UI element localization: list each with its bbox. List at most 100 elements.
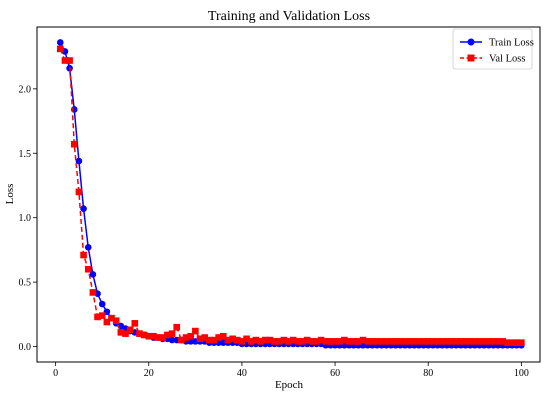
val-loss-point (462, 338, 469, 345)
val-loss-point (94, 313, 101, 321)
val-loss-point (406, 338, 413, 345)
val-loss-point (452, 338, 460, 345)
val-loss-point (103, 318, 111, 326)
val-loss-point (61, 57, 69, 64)
val-loss-point (219, 332, 227, 340)
val-loss-point (266, 336, 274, 344)
val-loss-point (271, 338, 278, 345)
val-loss-point (75, 188, 83, 196)
val-loss-point (229, 335, 236, 343)
val-loss-point (70, 140, 78, 148)
legend-val-label: Val Loss (489, 54, 525, 65)
val-loss-point (294, 338, 302, 345)
legend-train-marker (467, 38, 475, 46)
val-loss-point (233, 336, 241, 344)
val-loss-point (471, 338, 479, 345)
val-loss-point (317, 336, 325, 344)
val-loss-point (448, 338, 455, 345)
val-loss-point (131, 320, 139, 327)
x-tick-label: 0 (53, 368, 58, 379)
val-loss-point (499, 338, 507, 345)
val-loss-point (504, 339, 511, 346)
val-loss-point (383, 338, 390, 345)
y-tick-label: 0.5 (19, 278, 32, 289)
val-loss-point (476, 338, 483, 345)
y-tick-label: 0.0 (19, 342, 32, 353)
x-tick-label: 60 (330, 368, 340, 379)
chart-title: Training and Validation Loss (208, 9, 370, 24)
val-loss-point (341, 336, 348, 344)
val-loss-point (224, 336, 232, 344)
val-loss-point (350, 338, 358, 345)
val-loss-point (168, 330, 176, 337)
val-loss-point (308, 338, 316, 345)
val-loss-point (257, 338, 264, 345)
val-loss-point (252, 336, 260, 344)
val-loss-point (164, 331, 171, 339)
val-loss-point (303, 336, 311, 344)
val-loss-point (243, 335, 250, 343)
val-loss-point (89, 289, 97, 296)
val-loss-point (387, 338, 395, 345)
val-loss-point (438, 338, 446, 345)
val-loss-point (401, 338, 409, 345)
val-loss-point (215, 334, 222, 341)
train-loss-point (80, 205, 87, 212)
val-loss-point (434, 338, 441, 345)
val-loss-point (466, 338, 474, 345)
val-loss-point (396, 338, 404, 345)
plot-area: 0 20 40 60 80 100 0.0 0.5 1.0 1.5 2.0 (19, 26, 541, 379)
val-loss-point (117, 329, 125, 336)
val-loss-point (415, 338, 423, 345)
val-loss-point (178, 336, 185, 344)
plot-frame (36, 26, 541, 363)
y-tick-label: 1.0 (19, 213, 32, 224)
val-loss-point (280, 336, 288, 344)
val-loss-point (378, 338, 385, 345)
val-loss-point (327, 338, 334, 345)
val-loss-point (192, 327, 199, 335)
val-loss-point (322, 338, 330, 345)
train-loss-point (75, 157, 83, 165)
val-loss-point (126, 326, 134, 334)
val-loss-point (206, 336, 213, 344)
val-loss-point (210, 336, 218, 344)
val-loss-point (154, 334, 162, 341)
y-tick-label: 2.0 (19, 84, 32, 95)
val-loss-point (261, 336, 269, 344)
val-loss-point (84, 265, 92, 273)
train-loss-point (168, 336, 176, 344)
val-loss-point (313, 338, 320, 345)
val-loss-point (136, 330, 143, 337)
val-loss-point (66, 57, 73, 64)
val-loss-point (182, 334, 190, 341)
val-loss-point (98, 312, 106, 319)
val-loss-point (494, 338, 502, 345)
y-tick-label: 1.5 (19, 149, 32, 160)
val-loss-point (159, 334, 167, 341)
x-tick-label: 80 (423, 368, 433, 379)
val-loss-point (285, 338, 292, 345)
val-loss-point (275, 338, 283, 345)
train-loss-point (89, 271, 97, 278)
legend: Train Loss Val Loss (452, 28, 534, 70)
val-loss-point (145, 332, 153, 340)
legend-val-marker (467, 54, 475, 62)
val-loss-point (369, 338, 376, 345)
val-loss-point (331, 338, 339, 345)
val-loss-point (336, 338, 344, 345)
val-loss-point (80, 251, 87, 259)
val-loss-point (56, 45, 64, 53)
val-loss-point (513, 339, 521, 346)
train-loss-point (84, 244, 92, 251)
val-loss-point (490, 338, 497, 345)
val-loss-point (289, 336, 297, 344)
val-loss-point (187, 332, 194, 340)
val-loss-point (364, 338, 371, 345)
val-loss-point (359, 336, 367, 344)
val-loss-point (508, 339, 516, 346)
y-axis-label: Loss (4, 184, 16, 205)
val-loss-point (201, 334, 208, 341)
